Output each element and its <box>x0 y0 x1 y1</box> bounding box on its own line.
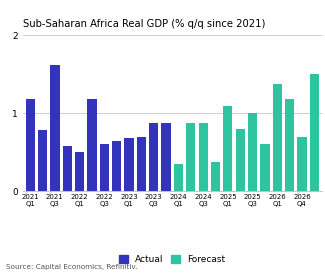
Bar <box>112 141 121 191</box>
Bar <box>87 99 97 191</box>
Bar <box>149 123 158 191</box>
Bar <box>199 123 208 191</box>
Bar <box>223 105 232 191</box>
Bar <box>50 65 59 191</box>
Bar <box>248 113 257 191</box>
Text: Sub-Saharan Africa Real GDP (% q/q since 2021): Sub-Saharan Africa Real GDP (% q/q since… <box>23 19 265 29</box>
Bar <box>137 137 146 191</box>
Bar <box>38 130 47 191</box>
Bar <box>63 146 72 191</box>
Bar <box>211 162 220 191</box>
Bar <box>100 144 109 191</box>
Bar <box>236 129 245 191</box>
Bar <box>26 99 35 191</box>
Bar <box>75 152 84 191</box>
Bar <box>260 144 269 191</box>
Bar <box>297 137 306 191</box>
Bar <box>273 84 282 191</box>
Bar <box>174 164 183 191</box>
Bar <box>285 99 294 191</box>
Legend: Actual, Forecast: Actual, Forecast <box>115 251 229 268</box>
Bar <box>162 123 171 191</box>
Bar <box>124 138 134 191</box>
Bar <box>310 75 319 191</box>
Bar <box>186 123 195 191</box>
Text: Source: Capital Economics, Refinitiv.: Source: Capital Economics, Refinitiv. <box>6 264 138 270</box>
